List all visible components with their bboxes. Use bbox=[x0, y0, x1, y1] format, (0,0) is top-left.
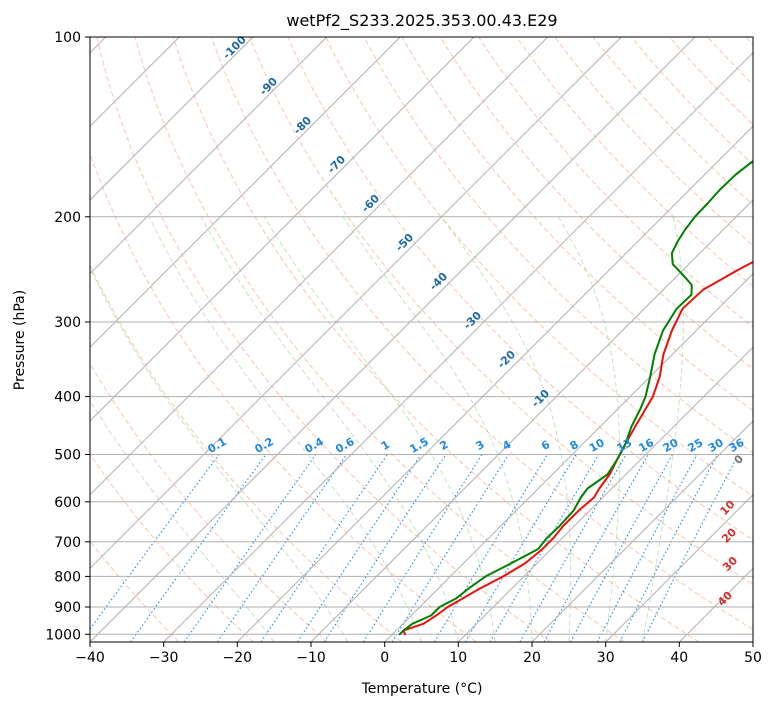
dry-adiabat bbox=[516, 37, 753, 287]
isotherm bbox=[457, 346, 753, 642]
x-tick-label: 0 bbox=[380, 650, 389, 666]
x-tick-label: 50 bbox=[744, 650, 762, 666]
y-tick-label: 500 bbox=[54, 448, 81, 464]
isotherm bbox=[90, 37, 254, 201]
dry-adiabat bbox=[401, 37, 753, 412]
mixing-ratio-line bbox=[297, 454, 422, 642]
moist-adiabat bbox=[90, 399, 275, 642]
x-tick-label: −40 bbox=[75, 650, 105, 666]
grid-lines bbox=[90, 37, 753, 642]
dry-adiabat bbox=[90, 362, 328, 642]
dry-adiabat bbox=[249, 37, 753, 585]
isotherm bbox=[384, 272, 753, 642]
moist-adiabat bbox=[148, 216, 422, 642]
isotherm bbox=[163, 51, 753, 642]
y-tick-label: 400 bbox=[54, 390, 81, 406]
x-tick-label: 10 bbox=[449, 650, 467, 666]
mixing-ratio-line bbox=[216, 454, 348, 642]
dry-adiabat bbox=[287, 37, 753, 541]
moist-adiabat bbox=[90, 266, 349, 642]
y-tick-label: 100 bbox=[54, 30, 81, 46]
isotherm bbox=[90, 37, 696, 642]
isotherm bbox=[90, 37, 549, 496]
mixing-ratio-line bbox=[323, 454, 447, 642]
x-tick-label: −30 bbox=[149, 650, 179, 666]
x-tick-label: −10 bbox=[296, 650, 326, 666]
y-tick-label: 700 bbox=[54, 535, 81, 551]
reference-lines bbox=[90, 37, 753, 642]
x-tick-label: 20 bbox=[523, 650, 541, 666]
dry-adiabat bbox=[90, 152, 477, 642]
y-tick-label: 600 bbox=[54, 495, 81, 511]
dry-adiabat bbox=[90, 453, 254, 642]
moist-adiabat bbox=[200, 216, 459, 642]
y-tick-label: 1000 bbox=[45, 627, 81, 643]
dry-adiabat bbox=[96, 37, 551, 642]
mixing-ratio-line bbox=[433, 454, 548, 642]
y-tick-label: 900 bbox=[54, 600, 81, 616]
moist-adiabat bbox=[440, 216, 572, 642]
dry-adiabat bbox=[325, 37, 753, 497]
x-tick-label: 30 bbox=[597, 650, 615, 666]
isotherm bbox=[605, 493, 753, 642]
dry-adiabat bbox=[90, 264, 403, 642]
chart-title: wetPf2_S233.2025.353.00.43.E29 bbox=[286, 11, 557, 31]
isotherm bbox=[310, 199, 753, 642]
mixing-ratio-line bbox=[489, 454, 600, 642]
isotherm bbox=[531, 420, 753, 642]
dewpoint-line bbox=[398, 159, 753, 636]
x-axis: −40 −30 −20 −10 0 10 20 30 40 50 bbox=[75, 642, 762, 666]
mixing-ratio-line bbox=[260, 454, 388, 642]
dry-adiabat bbox=[134, 37, 625, 642]
x-axis-title: Temperature (°C) bbox=[361, 681, 483, 697]
dry-adiabat bbox=[630, 37, 753, 166]
isotherm bbox=[90, 37, 328, 275]
x-tick-label: 40 bbox=[670, 650, 688, 666]
y-tick-label: 800 bbox=[54, 569, 81, 585]
y-axis: 100 200 300 400 500 600 700 800 900 1000 bbox=[45, 30, 90, 643]
temperature-line bbox=[402, 260, 753, 636]
moist-adiabat bbox=[263, 216, 496, 642]
dry-adiabat bbox=[363, 37, 753, 454]
plot-frame bbox=[89, 36, 754, 643]
dry-adiabat bbox=[554, 37, 753, 247]
profile-series bbox=[398, 159, 753, 636]
dry-adiabat bbox=[439, 37, 753, 370]
mixing-ratio-line bbox=[569, 454, 673, 642]
isotherm bbox=[90, 37, 401, 349]
isotherm bbox=[236, 125, 753, 642]
moist-adiabat bbox=[342, 216, 533, 642]
mixing-ratio-line bbox=[130, 454, 267, 642]
mixing-ratio-line bbox=[519, 454, 627, 642]
mixing-ratio-line bbox=[183, 454, 317, 642]
y-tick-label: 300 bbox=[54, 315, 81, 331]
y-axis-title: Pressure (hPa) bbox=[12, 290, 28, 390]
y-tick-label: 200 bbox=[54, 210, 81, 226]
isotherm bbox=[90, 37, 475, 422]
plot-area bbox=[90, 37, 753, 642]
mixing-ratio-line bbox=[596, 454, 698, 642]
dry-adiabat bbox=[210, 37, 753, 631]
isotherm bbox=[90, 37, 622, 570]
x-tick-label: −20 bbox=[223, 650, 253, 666]
mixing-ratio-line bbox=[90, 454, 220, 630]
